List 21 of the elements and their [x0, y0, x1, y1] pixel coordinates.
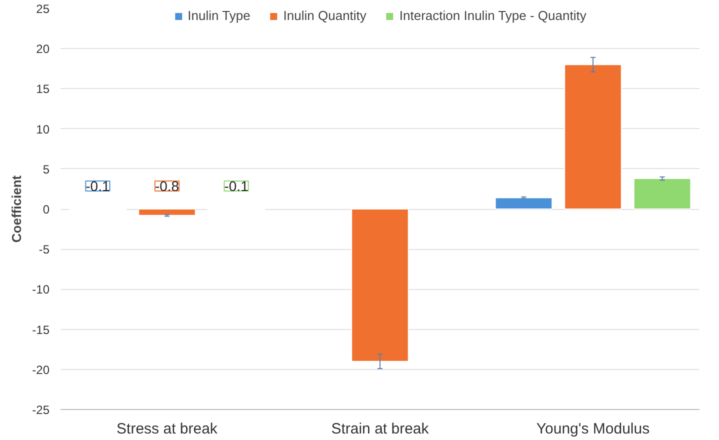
y-tick-label: 20: [36, 42, 50, 56]
y-tick-label: -25: [32, 403, 50, 417]
y-tick-label: 0: [42, 202, 50, 216]
data-label: -0.1: [224, 178, 249, 194]
data-label: -0.1: [86, 178, 110, 194]
legend-label: Inulin Quantity: [283, 8, 366, 23]
y-tick-label: 10: [36, 122, 50, 136]
y-tick-label: -15: [32, 322, 50, 337]
y-tick-label: -20: [32, 362, 50, 377]
y-axis-title: Coefficient: [9, 174, 24, 243]
x-tick-label: Strain at break: [331, 420, 430, 438]
x-tick-label: Stress at break: [116, 420, 218, 438]
y-tick-label: -5: [38, 242, 50, 257]
y-tick-label: -10: [32, 282, 50, 297]
y-tick-label: 25: [36, 2, 50, 16]
legend-label: Inulin Type: [188, 8, 250, 23]
data-label: -0.8: [154, 178, 180, 194]
y-tick-label: 15: [36, 82, 50, 96]
legend-label: Interaction Inulin Type - Quantity: [399, 8, 586, 23]
y-tick-label: 5: [42, 162, 50, 176]
x-tick-label: Young's Modulus: [536, 420, 650, 438]
